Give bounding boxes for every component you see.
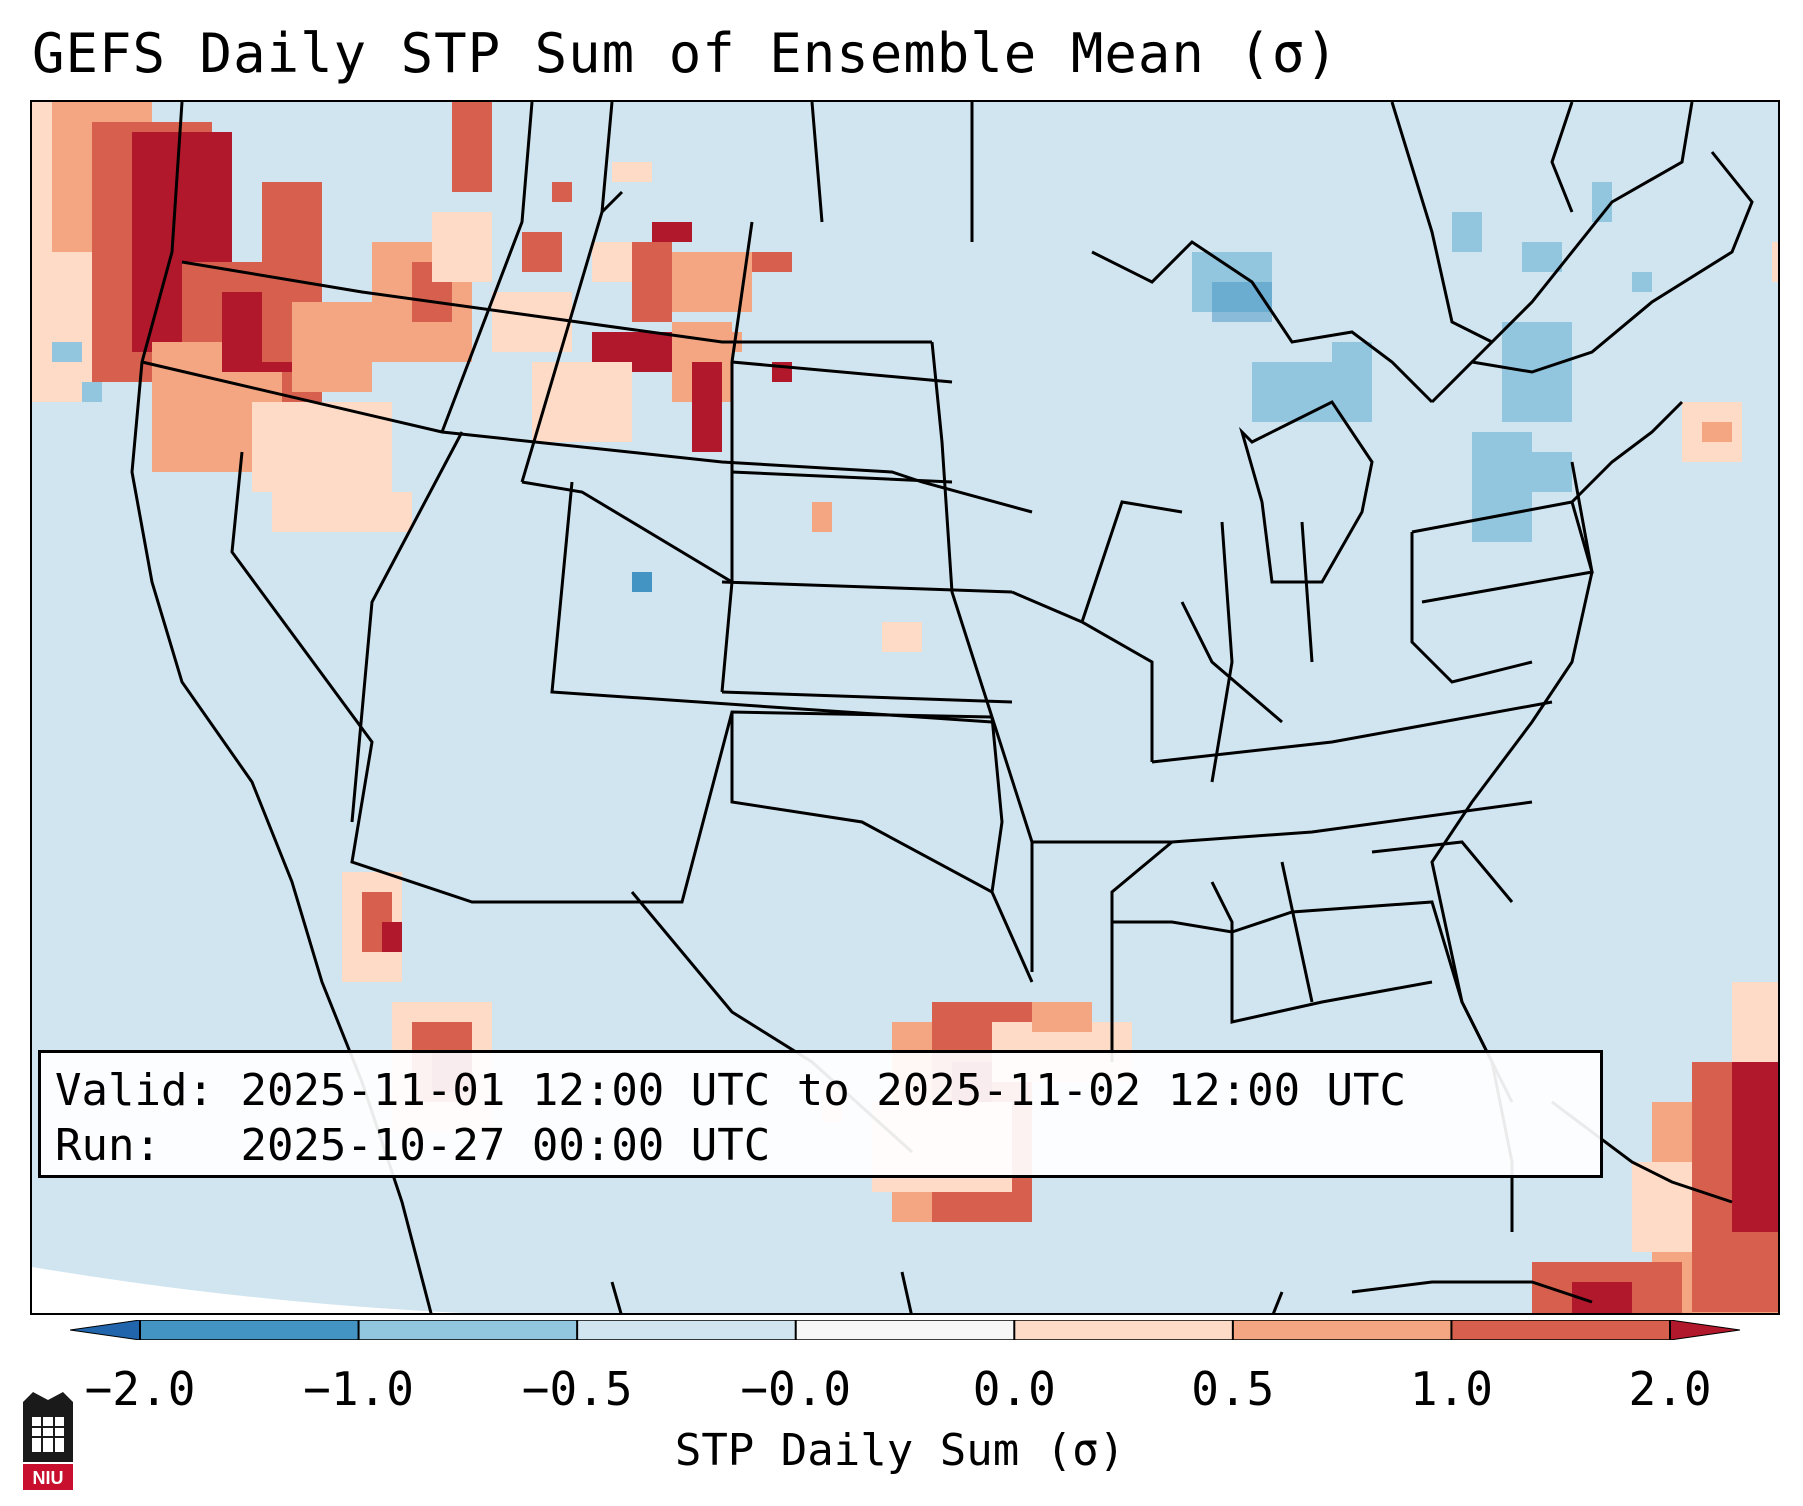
colorbar-bin	[140, 1320, 359, 1340]
colorbar-tick-label: 2.0	[1628, 1362, 1712, 1416]
run-line: Run: 2025-10-27 00:00 UTC	[55, 1118, 1586, 1173]
colorbar-bin	[1014, 1320, 1233, 1340]
logo-text: NIU	[33, 1468, 64, 1488]
anomaly-montana	[372, 102, 752, 362]
colorbar-tick-label: −0.5	[521, 1362, 633, 1416]
run-info-box: Valid: 2025-11-01 12:00 UTC to 2025-11-0…	[38, 1050, 1603, 1178]
colorbar	[70, 1320, 1740, 1340]
colorbar-tick-label: 0.5	[1191, 1362, 1275, 1416]
map-canvas	[32, 102, 1778, 1313]
valid-line: Valid: 2025-11-01 12:00 UTC to 2025-11-0…	[55, 1063, 1586, 1118]
chart-title: GEFS Daily STP Sum of Ensemble Mean (σ)	[32, 22, 1339, 85]
anomaly-greatlakes	[1192, 182, 1652, 542]
colorbar-tick-label: 1.0	[1409, 1362, 1493, 1416]
run-value: 2025-10-27 00:00 UTC	[240, 1120, 771, 1171]
run-label: Run:	[55, 1120, 214, 1171]
colorbar-extend-low	[70, 1320, 141, 1340]
anomaly-dakotas	[272, 252, 922, 652]
colorbar-tick-label: −0.0	[740, 1362, 852, 1416]
projection-edge	[32, 1267, 463, 1313]
colorbar-tick-label: 0.0	[972, 1362, 1056, 1416]
colorbar-bin	[1451, 1320, 1670, 1340]
colorbar-bin	[795, 1320, 1015, 1340]
colorbar-tick-label: −1.0	[303, 1362, 414, 1416]
anomaly-atlantic	[1532, 242, 1778, 1313]
colorbar-bin	[577, 1320, 796, 1340]
niu-logo: NIU	[23, 1392, 73, 1490]
valid-label: Valid:	[55, 1065, 214, 1116]
colorbar-extend-high	[1669, 1320, 1740, 1340]
anomaly-pnw	[32, 102, 392, 492]
boundaries	[130, 102, 1754, 1313]
colorbar-title: STP Daily Sum (σ)	[674, 1425, 1126, 1476]
colorbar-tick-label: −2.0	[84, 1362, 196, 1416]
colorbar-bin	[1232, 1320, 1452, 1340]
colorbar-bin	[358, 1320, 578, 1340]
valid-value: 2025-11-01 12:00 UTC to 2025-11-02 12:00…	[240, 1065, 1407, 1116]
